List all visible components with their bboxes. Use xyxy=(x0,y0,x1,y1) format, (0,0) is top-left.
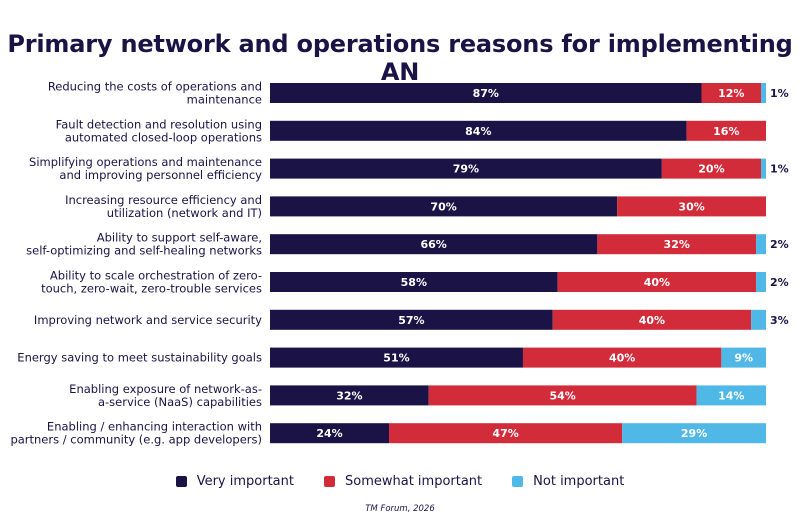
legend-swatch-not-important xyxy=(512,476,524,487)
data-label: 2% xyxy=(770,276,789,289)
legend-label-not-important: Not important xyxy=(533,474,625,489)
bar-somewhat-important xyxy=(428,385,697,406)
legend-label-very-important: Very important xyxy=(196,474,294,489)
bar-somewhat-important xyxy=(686,120,766,141)
chart-source: TM Forum, 2026 xyxy=(365,504,435,514)
bar-somewhat-important xyxy=(552,309,752,330)
chart-title: Primary network and operations reasons f… xyxy=(7,30,793,86)
bar-very-important xyxy=(270,385,429,406)
legend-item-somewhat-important: Somewhat important xyxy=(323,474,483,489)
category-label: Ability to scale orchestration of zero-t… xyxy=(41,269,262,296)
data-label: 79% xyxy=(453,163,479,176)
bar-very-important xyxy=(270,196,618,217)
category-label: Simplifying operations and maintenance an… xyxy=(29,155,262,182)
legend-swatch-very-important xyxy=(175,476,187,487)
category-label: Energy saving to meet sustainability goa… xyxy=(17,351,262,365)
bar-very-important xyxy=(270,347,523,368)
bar-somewhat-important xyxy=(522,347,722,368)
bar-very-important xyxy=(270,158,662,179)
data-label: 51% xyxy=(383,352,409,365)
data-label: 20% xyxy=(698,163,724,176)
chart-legend: Very important Somewhat important Not im… xyxy=(0,474,800,489)
bar-not-important xyxy=(761,83,766,103)
bar-very-important xyxy=(270,120,687,141)
bar-not-important xyxy=(696,385,766,406)
data-label: 3% xyxy=(770,314,789,327)
bar-somewhat-important xyxy=(617,196,766,217)
category-label: Fault detection and resolution using auto… xyxy=(56,117,262,144)
data-label: 54% xyxy=(549,389,575,402)
bar-somewhat-important xyxy=(389,423,623,444)
data-label: 87% xyxy=(473,87,499,100)
category-label: Increasing resource efficiency and utiliz… xyxy=(65,193,262,220)
bar-somewhat-important xyxy=(597,234,757,255)
data-label: 40% xyxy=(644,276,670,289)
bar-not-important xyxy=(751,309,766,330)
data-label: 47% xyxy=(492,427,518,440)
bar-somewhat-important xyxy=(701,83,762,103)
legend-item-very-important: Very important xyxy=(175,474,294,489)
data-label: 70% xyxy=(430,200,456,213)
category-label: Ability to support self-aware, self-optim… xyxy=(26,231,262,258)
bar-not-important xyxy=(622,423,766,444)
data-label: 84% xyxy=(465,125,491,138)
bar-very-important xyxy=(270,234,598,255)
data-label: 9% xyxy=(734,352,753,365)
data-label: 12% xyxy=(718,87,744,100)
data-label: 32% xyxy=(664,238,690,251)
data-label: 40% xyxy=(639,314,665,327)
data-label: 29% xyxy=(681,427,707,440)
data-label: 57% xyxy=(398,314,424,327)
bar-very-important xyxy=(270,309,553,330)
bar-somewhat-important xyxy=(661,158,762,179)
data-label: 32% xyxy=(336,389,362,402)
data-label: 16% xyxy=(713,125,739,138)
category-label: Enabling exposure of network-as-a-servic… xyxy=(69,382,262,409)
data-label: 14% xyxy=(718,389,744,402)
legend-label-somewhat-important: Somewhat important xyxy=(344,474,483,489)
data-label: 1% xyxy=(770,163,789,176)
data-label: 66% xyxy=(421,238,447,251)
category-label: Improving network and service security xyxy=(34,313,262,327)
legend-swatch-somewhat-important xyxy=(323,476,335,487)
bar-not-important xyxy=(756,234,766,255)
stacked-bar-chart: Reducing the costs of operations and main… xyxy=(10,80,789,447)
data-label: 30% xyxy=(678,200,704,213)
legend-item-not-important: Not important xyxy=(512,474,624,489)
bar-somewhat-important xyxy=(557,272,757,292)
category-label: Enabling / enhancing interaction with par… xyxy=(10,420,262,447)
data-label: 24% xyxy=(316,427,342,440)
bar-not-important xyxy=(721,347,766,368)
data-label: 1% xyxy=(770,87,789,100)
bar-very-important xyxy=(270,272,558,292)
data-label: 58% xyxy=(401,276,427,289)
category-label: Reducing the costs of operations and main… xyxy=(48,80,262,107)
data-label: 2% xyxy=(770,238,789,251)
bar-not-important xyxy=(761,158,766,179)
bar-very-important xyxy=(270,83,702,103)
data-label: 40% xyxy=(609,352,635,365)
bar-not-important xyxy=(756,272,766,292)
bar-very-important xyxy=(270,423,390,444)
